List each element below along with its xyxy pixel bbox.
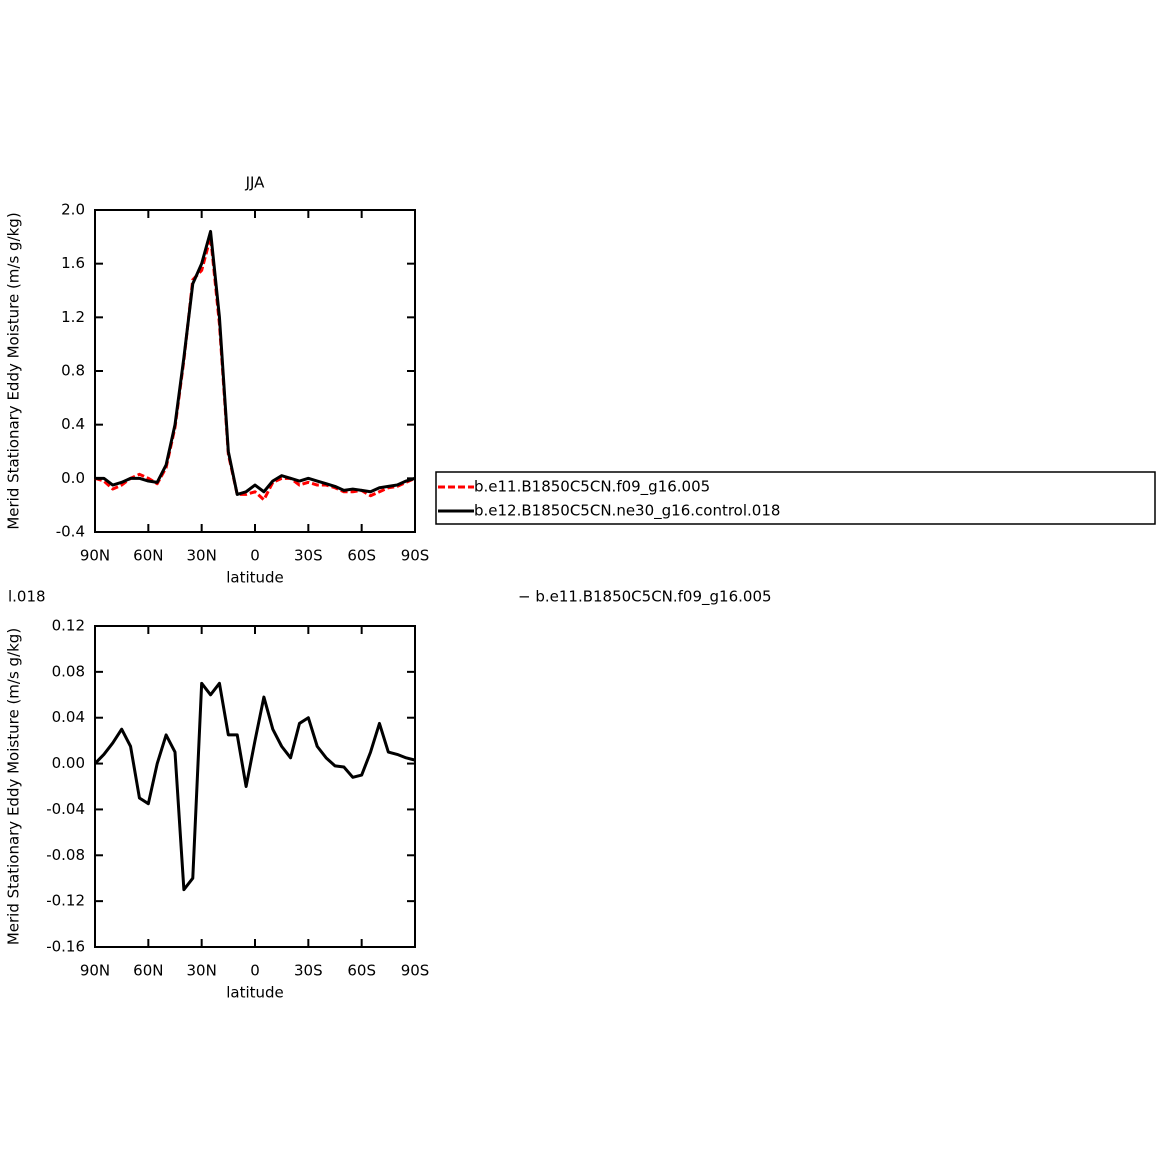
annotation: − b.e11.B1850C5CN.f09_g16.005 (518, 588, 772, 607)
legend-box (435, 471, 1156, 525)
y-tick-label: 0.00 (52, 754, 85, 772)
y-tick-label: -0.08 (46, 846, 85, 864)
data-line (94, 235, 416, 502)
legend-label: b.e11.B1850C5CN.f09_g16.005 (474, 478, 710, 497)
x-tick-label: 0 (250, 547, 260, 565)
y-tick-label: -0.4 (56, 523, 85, 541)
x-tick-label: 60S (347, 962, 376, 980)
annotation: l.018 (8, 588, 46, 606)
x-axis-label: latitude (226, 569, 284, 587)
y-tick-label: 2.0 (61, 201, 85, 219)
y-tick-label: 0.12 (52, 617, 85, 635)
x-axis-label: latitude (226, 984, 284, 1002)
data-line (93, 681, 416, 892)
legend-label: b.e12.B1850C5CN.ne30_g16.control.018 (474, 502, 780, 521)
x-tick-label: 60N (133, 962, 163, 980)
y-tick-label: -0.16 (46, 938, 85, 956)
x-tick-label: 90S (401, 962, 430, 980)
y-axis-label: Merid Stationary Eddy Moisture (m/s g/kg… (5, 628, 23, 945)
plot-frame (94, 625, 416, 948)
x-tick-label: 90S (401, 547, 430, 565)
y-axis-label: Merid Stationary Eddy Moisture (m/s g/kg… (5, 212, 23, 529)
data-line (95, 229, 416, 496)
y-tick-label: 1.2 (61, 308, 85, 326)
x-tick-label: 90N (80, 547, 110, 565)
y-tick-label: -0.04 (46, 800, 85, 818)
y-tick-label: 0.4 (61, 415, 85, 433)
y-tick-label: 1.6 (61, 254, 85, 272)
x-tick-label: 0 (250, 962, 260, 980)
x-tick-label: 60S (347, 547, 376, 565)
x-tick-label: 30N (187, 547, 217, 565)
y-tick-label: 0.0 (61, 469, 85, 487)
chart-title: JJA (245, 174, 266, 192)
x-tick-label: 30S (294, 547, 323, 565)
x-tick-label: 60N (133, 547, 163, 565)
y-tick-label: 0.08 (52, 662, 85, 680)
x-tick-label: 90N (80, 962, 110, 980)
y-tick-label: 0.04 (52, 708, 85, 726)
plot-frame (94, 209, 416, 533)
x-tick-label: 30S (294, 962, 323, 980)
y-tick-label: 0.8 (61, 362, 85, 380)
x-tick-label: 30N (187, 962, 217, 980)
y-tick-label: -0.12 (46, 892, 85, 910)
